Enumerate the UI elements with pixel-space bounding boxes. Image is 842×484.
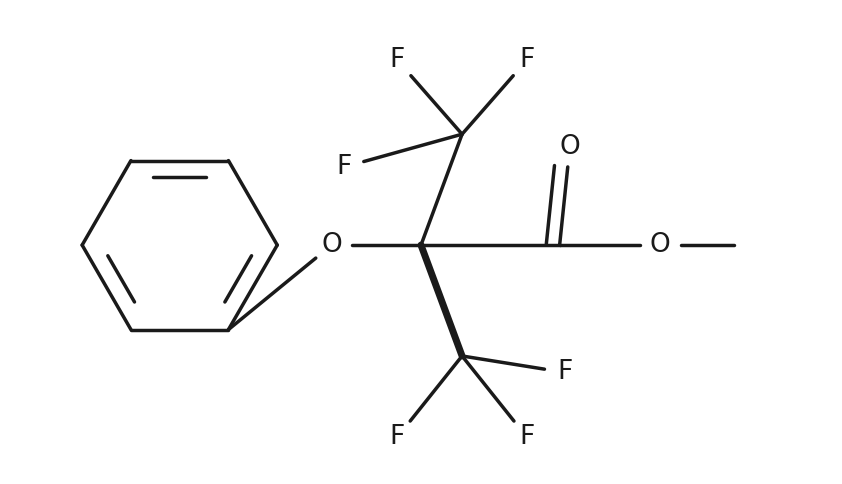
Text: F: F [390,47,405,73]
Text: O: O [560,134,580,160]
Text: O: O [322,232,342,258]
Text: F: F [390,424,405,450]
Text: F: F [336,154,352,180]
Text: F: F [557,360,573,385]
Text: F: F [520,47,535,73]
Text: O: O [650,232,670,258]
Text: F: F [520,424,535,450]
